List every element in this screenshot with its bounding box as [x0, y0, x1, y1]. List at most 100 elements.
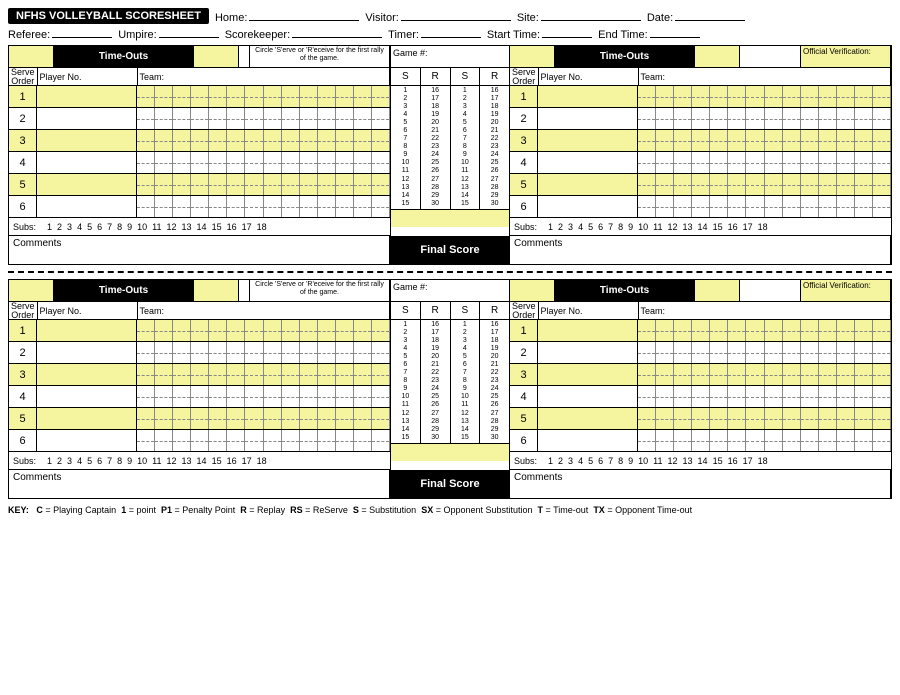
- title-bar: NFHS VOLLEYBALL SCORESHEET Home: Visitor…: [8, 8, 892, 24]
- score-grid[interactable]: [137, 320, 390, 341]
- serve-order-num: 6: [9, 196, 37, 217]
- comments-right[interactable]: Comments: [510, 236, 891, 264]
- player-cell[interactable]: [538, 408, 638, 429]
- player-cell[interactable]: [37, 430, 137, 451]
- score-grid[interactable]: [638, 320, 891, 341]
- serve-row: 6: [9, 196, 390, 218]
- circle-note: Circle 'S'erve or 'R'eceive for the firs…: [250, 46, 390, 68]
- team-header: Team:: [639, 68, 891, 85]
- score-grid[interactable]: [137, 174, 390, 195]
- player-cell[interactable]: [37, 342, 137, 363]
- serve-order-num: 3: [9, 364, 37, 385]
- right-team-panel: Time-Outs Official Verification: Serve O…: [510, 46, 891, 236]
- timer-field: Timer:: [388, 26, 481, 41]
- score-grid[interactable]: [137, 152, 390, 173]
- player-cell[interactable]: [538, 152, 638, 173]
- score-grid[interactable]: [137, 130, 390, 151]
- player-cell[interactable]: [538, 364, 638, 385]
- official-verification: Official Verification:: [801, 46, 891, 68]
- player-cell[interactable]: [538, 386, 638, 407]
- serve-row: 6: [510, 196, 891, 218]
- scorekeeper-field: Scorekeeper:: [225, 26, 382, 41]
- score-grid[interactable]: [638, 86, 891, 107]
- score-grid[interactable]: [137, 364, 390, 385]
- score-grid[interactable]: [137, 108, 390, 129]
- timeouts-row: Time-Outs Circle 'S'erve or 'R'eceive fo…: [9, 280, 390, 302]
- player-no-header: Player No.: [38, 302, 138, 319]
- player-cell[interactable]: [37, 130, 137, 151]
- player-cell[interactable]: [538, 430, 638, 451]
- comments-right[interactable]: Comments: [510, 470, 891, 498]
- timeouts-row: Time-Outs Official Verification:: [510, 46, 891, 68]
- score-grid[interactable]: [638, 174, 891, 195]
- comments-row: Comments Final Score Comments: [9, 236, 891, 264]
- serve-order-num: 3: [9, 130, 37, 151]
- serve-row: 5: [510, 408, 891, 430]
- column-headers: Serve Order Player No. Team:: [510, 68, 891, 86]
- comments-left[interactable]: Comments: [9, 236, 390, 264]
- endtime-field: End Time:: [598, 26, 700, 41]
- player-cell[interactable]: [538, 342, 638, 363]
- score-grid[interactable]: [638, 152, 891, 173]
- score-columns: 123456789101112131415 161718192021222324…: [391, 320, 509, 443]
- player-cell[interactable]: [37, 408, 137, 429]
- serve-order-num: 6: [510, 430, 538, 451]
- serve-order-header: Serve Order: [510, 68, 539, 85]
- left-team-panel: Time-Outs Circle 'S'erve or 'R'eceive fo…: [9, 46, 390, 236]
- score-grid[interactable]: [137, 196, 390, 217]
- player-cell[interactable]: [37, 320, 137, 341]
- serve-row: 1: [510, 320, 891, 342]
- player-cell[interactable]: [538, 86, 638, 107]
- player-cell[interactable]: [37, 174, 137, 195]
- score-grid[interactable]: [137, 342, 390, 363]
- score-columns: 123456789101112131415 161718192021222324…: [391, 86, 509, 209]
- score-grid[interactable]: [638, 408, 891, 429]
- timeouts-label: Time-Outs: [54, 46, 194, 68]
- serve-row: 1: [9, 320, 390, 342]
- player-cell[interactable]: [37, 364, 137, 385]
- serve-row: 1: [9, 86, 390, 108]
- key-legend: KEY: C = Playing Captain 1 = point P1 = …: [8, 505, 892, 515]
- sr-header: SRSR: [391, 302, 509, 320]
- final-score-label: Final Score: [390, 470, 510, 498]
- score-grid[interactable]: [137, 408, 390, 429]
- game-number[interactable]: Game #:: [391, 46, 509, 68]
- column-headers: Serve Order Player No. Team:: [9, 68, 390, 86]
- player-cell[interactable]: [37, 196, 137, 217]
- score-grid[interactable]: [638, 130, 891, 151]
- player-cell[interactable]: [37, 152, 137, 173]
- score-grid[interactable]: [638, 430, 891, 451]
- serve-row: 6: [9, 430, 390, 452]
- player-cell[interactable]: [37, 386, 137, 407]
- score-grid[interactable]: [638, 108, 891, 129]
- player-cell[interactable]: [538, 320, 638, 341]
- player-cell[interactable]: [538, 130, 638, 151]
- timeouts-row: Time-Outs Circle 'S'erve or 'R'eceive fo…: [9, 46, 390, 68]
- final-score-label: Final Score: [390, 236, 510, 264]
- player-cell[interactable]: [538, 108, 638, 129]
- serve-row: 3: [9, 130, 390, 152]
- score-grid[interactable]: [638, 342, 891, 363]
- score-grid[interactable]: [137, 430, 390, 451]
- visitor-field: Visitor:: [365, 9, 510, 24]
- score-grid[interactable]: [638, 364, 891, 385]
- score-grid[interactable]: [137, 86, 390, 107]
- player-cell[interactable]: [37, 86, 137, 107]
- serve-order-num: 5: [510, 408, 538, 429]
- player-cell[interactable]: [37, 108, 137, 129]
- serve-row: 3: [510, 364, 891, 386]
- player-cell[interactable]: [538, 196, 638, 217]
- score-grid[interactable]: [638, 196, 891, 217]
- player-cell[interactable]: [538, 174, 638, 195]
- score-grid[interactable]: [137, 386, 390, 407]
- serve-order-num: 4: [9, 152, 37, 173]
- player-no-header: Player No.: [38, 68, 138, 85]
- serve-row: 2: [9, 342, 390, 364]
- column-headers: Serve Order Player No. Team:: [9, 302, 390, 320]
- starttime-field: Start Time:: [487, 26, 592, 41]
- comments-left[interactable]: Comments: [9, 470, 390, 498]
- column-headers: Serve Order Player No. Team:: [510, 302, 891, 320]
- score-grid[interactable]: [638, 386, 891, 407]
- game-number[interactable]: Game #:: [391, 280, 509, 302]
- serve-order-num: 6: [510, 196, 538, 217]
